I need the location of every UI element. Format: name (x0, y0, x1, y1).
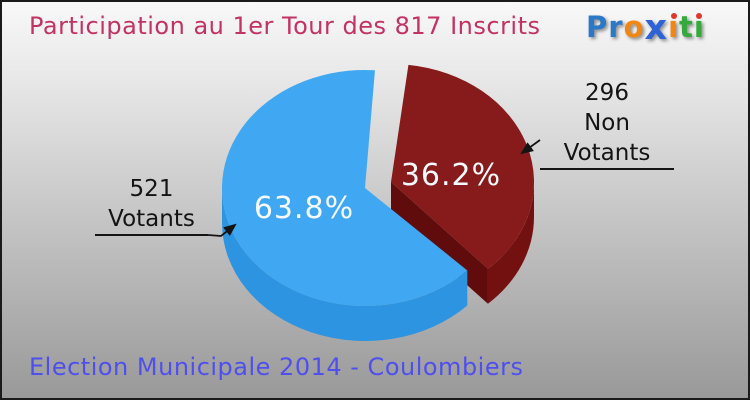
logo-letter-dot (670, 13, 677, 19)
non-votants-count: 296 (585, 80, 629, 106)
non-votants-callout: 296 Non Votants (540, 78, 674, 170)
votants-count: 521 (129, 176, 174, 202)
logo-letter-1: r (608, 10, 624, 44)
votants-arrow (207, 223, 237, 237)
proxiti-logo: Proxı tı (586, 8, 705, 48)
votants-label: Votants (108, 206, 195, 232)
logo-letter-3: x (644, 8, 669, 48)
chart-subtitle: Election Municipale 2014 - Coulombiers (29, 353, 524, 381)
logo-letter-6: ı (693, 10, 705, 44)
logo-letter-2: o (623, 10, 645, 44)
votants-percent-label: 63.8% (253, 191, 355, 226)
logo-letter-0: P (586, 10, 609, 44)
logo-letter-5: t (679, 10, 694, 44)
slice-votants (221, 70, 468, 307)
logo-letter-dot (696, 13, 703, 19)
non-votants-arrow (520, 139, 541, 155)
slice-votants-rim (222, 188, 468, 341)
slice-non-votants (391, 64, 535, 269)
chart-title: Participation au 1er Tour des 817 Inscri… (29, 12, 541, 40)
slice-non-votants-rim (487, 182, 534, 304)
votants-callout: 521 Votants (95, 174, 208, 236)
non-votants-label: Non Votants (563, 110, 651, 166)
non-votants-percent-label: 36.2% (400, 158, 502, 193)
logo-letter-4: ı (668, 10, 680, 44)
